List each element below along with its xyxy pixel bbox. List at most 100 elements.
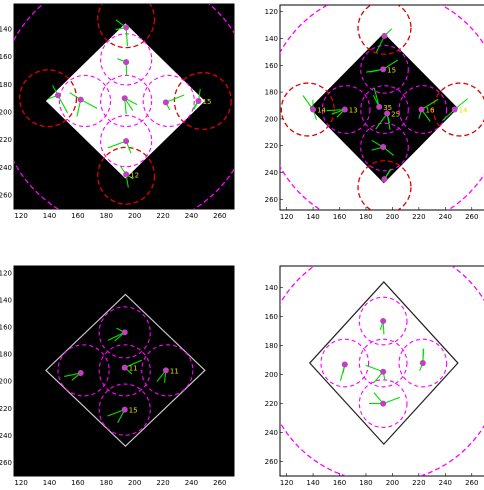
x-tick-label: 220 [412,479,425,487]
scale-circle-red [97,146,156,205]
keypoint-marker [380,318,387,325]
x-tick-label: 120 [280,479,293,487]
y-tick-label: 240 [265,169,278,177]
keypoint-marker [419,360,426,367]
scale-circle-magenta [358,338,408,388]
orientation-ray [80,99,98,109]
y-tick-label: 200 [265,371,278,379]
y-tick-label: 200 [0,109,12,117]
scale-circle-magenta [98,383,151,436]
keypoint-marker [341,361,348,368]
y-tick-label: 140 [0,25,12,33]
keypoint-marker [310,106,317,113]
x-tick-label: 160 [333,479,346,487]
y-tick-label: 180 [265,342,278,350]
y-tick-label: 220 [0,405,12,413]
orientation-ray [375,113,388,130]
y-tick-label: 160 [0,323,12,331]
keypoint-marker [376,103,383,110]
scale-circle-magenta [98,344,151,397]
scale-circle-magenta [360,44,409,94]
scale-circle-red [357,160,412,210]
y-tick-label: 200 [0,378,12,386]
panel-bottom-left: 11 11 15 120 140 160 180 200 220 240 260 120 140 160 1… [0,265,235,487]
scale-circle-magenta [360,85,409,134]
keypoint-label: 35 [383,104,392,112]
scale-circle-magenta [358,379,408,428]
x-tick-label: 180 [359,213,372,221]
scale-circle-magenta [360,122,409,172]
y-tick-label: 260 [265,196,278,204]
keypoint-marker [341,106,348,113]
scale-circle-magenta [100,115,153,168]
scale-circle-magenta [321,85,371,134]
scale-circle-magenta [320,338,370,388]
x-tick-label: 120 [280,213,293,221]
orientation-ray [124,359,143,369]
x-tick-label: 260 [213,212,226,220]
keypoint-label: 14 [317,107,326,115]
keypoint-marker [195,97,202,104]
orientation-ray [326,108,345,112]
keypoint-label: 25 [391,111,400,119]
keypoint-marker [162,99,169,106]
keypoint-marker [384,110,391,117]
scale-circle-red [19,69,78,128]
keypoint-marker [77,96,84,103]
keypoint-marker [162,367,169,374]
orientation-ray [107,140,127,149]
keypoint-label: 15 [203,98,212,106]
y-tick-label: 160 [265,313,278,321]
keypoint-marker [381,32,388,39]
keypoint-marker [77,370,84,377]
scale-circle-red [432,82,484,137]
keypoint-marker [121,364,128,371]
orientation-ray [125,27,129,47]
x-tick-label: 200 [128,212,141,220]
x-tick-label: 160 [71,479,84,487]
scale-circle-magenta [142,74,195,128]
y-tick-label: 260 [265,458,278,466]
y-tick-label: 160 [0,53,12,61]
keypoint-label: 15 [129,407,138,415]
x-tick-label: 160 [333,213,346,221]
keypoint-marker [381,176,388,183]
x-tick-label: 120 [14,212,27,220]
keypoint-label: 14 [459,107,468,115]
x-tick-label: 200 [386,213,399,221]
x-tick-label: 180 [359,479,372,487]
keypoint-marker [380,144,387,151]
x-tick-label: 220 [156,212,169,220]
x-tick-label: 260 [213,479,226,487]
keypoint-marker [55,92,61,99]
scale-circle-magenta [398,85,448,134]
y-tick-label: 240 [265,429,278,437]
y-tick-label: 180 [0,351,12,359]
keypoint-marker [123,138,130,145]
y-tick-label: 140 [265,35,278,43]
orientation-ray [165,94,185,103]
keypoint-label: 13 [349,107,358,115]
scale-circle-red [97,4,156,49]
scale-circle-magenta [58,74,112,128]
y-tick-label: 200 [265,115,278,123]
scale-circle-magenta [358,296,408,346]
keypoint-label: 12 [130,171,139,179]
keypoint-label: 11 [170,367,179,375]
scale-circle-magenta [141,344,194,397]
y-tick-label: 220 [0,136,12,144]
x-tick-label: 220 [412,213,425,221]
diamond-shape [309,33,458,184]
x-tick-label: 220 [156,479,169,487]
panel-top-left: 15 12 120 140 160 180 200 220 240 260 140 160 180 200… [0,3,235,220]
scale-circle-magenta [398,338,448,388]
keypoint-marker [121,95,128,102]
x-tick-label: 180 [100,479,113,487]
keypoint-marker [121,329,128,336]
y-tick-label: 180 [265,89,278,97]
y-tick-label: 140 [265,284,278,292]
x-tick-label: 140 [43,212,56,220]
y-tick-label: 180 [0,81,12,89]
y-tick-label: 240 [0,432,12,440]
scale-circle-magenta [98,306,151,359]
